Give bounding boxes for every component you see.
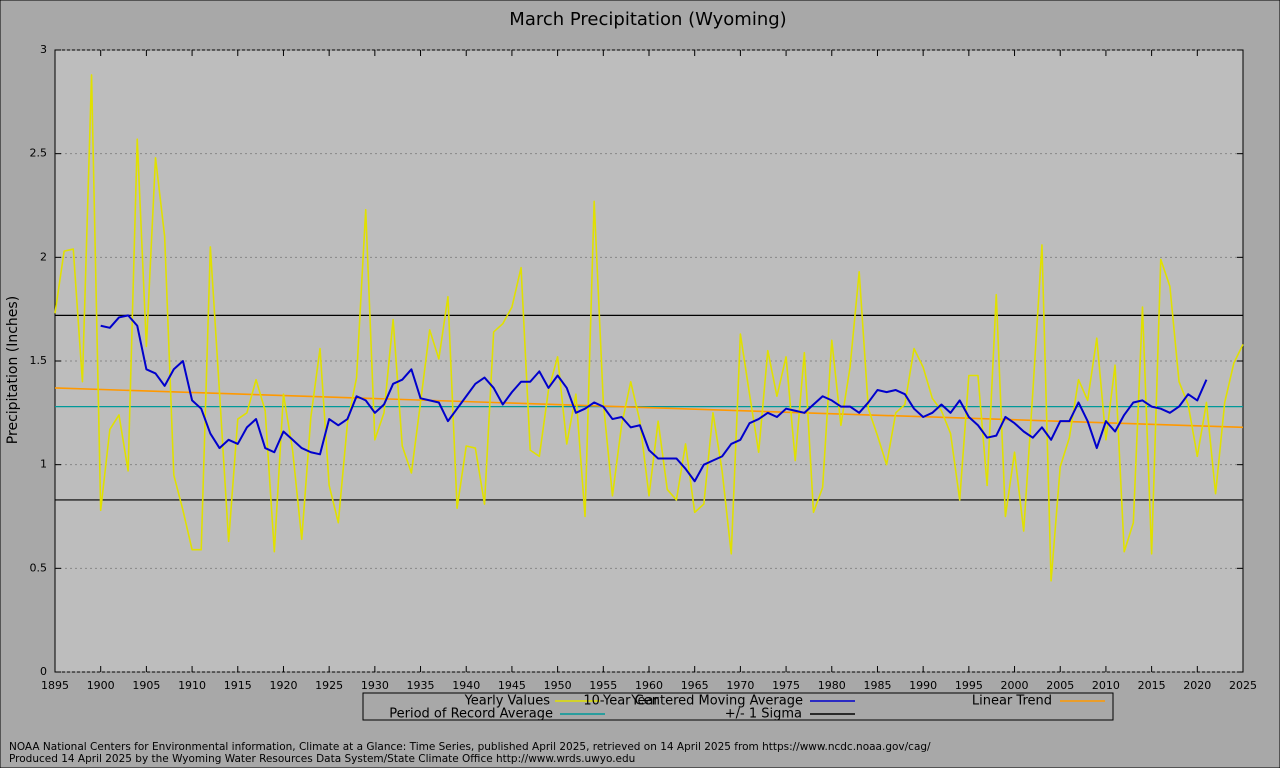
x-tick-label: 1920 xyxy=(269,679,297,692)
legend-box xyxy=(362,692,1114,721)
x-tick-label: 2005 xyxy=(1046,679,1074,692)
data-line xyxy=(54,387,1244,429)
x-tick-label: 1975 xyxy=(772,679,800,692)
y-tick-label: 1.5 xyxy=(30,354,48,367)
x-tick-label: 1955 xyxy=(589,679,617,692)
x-tick-label: 1925 xyxy=(315,679,343,692)
chart-title: March Precipitation (Wyoming) xyxy=(509,9,786,30)
data-line xyxy=(100,314,1208,483)
x-tick-label: 1895 xyxy=(41,679,69,692)
y-tick-label: 1 xyxy=(40,458,47,471)
y-tick-label: 2 xyxy=(40,250,47,263)
footer-line: NOAA National Centers for Environmental … xyxy=(9,741,931,753)
x-tick-label: 1930 xyxy=(361,679,389,692)
footer-line: Produced 14 April 2025 by the Wyoming Wa… xyxy=(9,753,635,765)
x-tick-label: 1905 xyxy=(132,679,160,692)
x-tick-label: 2015 xyxy=(1138,679,1166,692)
legend-label: Linear Trend xyxy=(972,694,1052,709)
x-tick-label: 1910 xyxy=(178,679,206,692)
y-tick-label: 0.5 xyxy=(30,561,48,574)
x-axis-label: Year xyxy=(630,694,659,709)
data-line xyxy=(54,74,1244,582)
x-tick-label: 1945 xyxy=(498,679,526,692)
y-axis-label: Precipitation (Inches) xyxy=(5,296,21,444)
x-tick-label: 1965 xyxy=(681,679,709,692)
x-tick-label: 1935 xyxy=(407,679,435,692)
x-tick-label: 1970 xyxy=(726,679,754,692)
x-tick-label: 1980 xyxy=(818,679,846,692)
x-tick-label: 1990 xyxy=(909,679,937,692)
x-tick-label: 2020 xyxy=(1183,679,1211,692)
x-tick-label: 1985 xyxy=(863,679,891,692)
y-tick-label: 2.5 xyxy=(30,147,48,160)
x-tick-label: 1960 xyxy=(635,679,663,692)
x-tick-label: 1940 xyxy=(452,679,480,692)
legend-label: Yearly Values xyxy=(464,694,551,709)
x-tick-label: 1915 xyxy=(224,679,252,692)
x-tick-label: 1950 xyxy=(544,679,572,692)
x-tick-label: 1995 xyxy=(955,679,983,692)
legend-label: Period of Record Average xyxy=(389,707,553,722)
legend-label: +/- 1 Sigma xyxy=(725,707,802,722)
x-tick-label: 2010 xyxy=(1092,679,1120,692)
x-tick-label: 1900 xyxy=(87,679,115,692)
legend-label: 10-Year Centered Moving Average xyxy=(583,694,803,709)
y-tick-label: 0 xyxy=(40,665,47,678)
y-tick-label: 3 xyxy=(40,43,47,56)
plot-area xyxy=(54,49,1244,673)
x-tick-label: 2000 xyxy=(1001,679,1029,692)
x-tick-label: 2025 xyxy=(1229,679,1257,692)
